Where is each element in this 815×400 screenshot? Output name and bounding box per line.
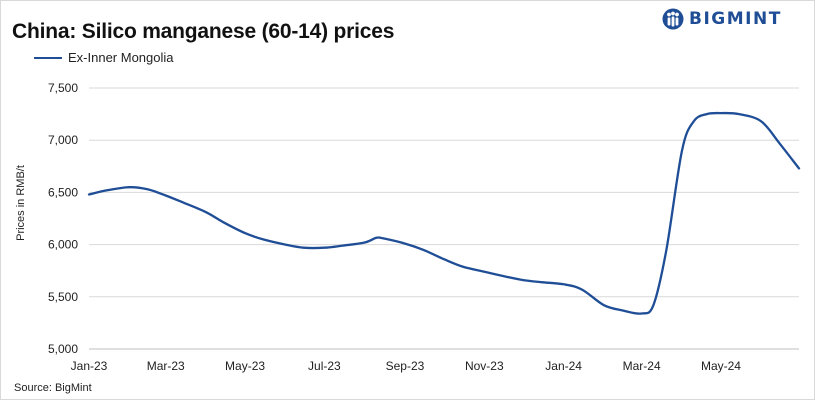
series-line-ex-inner-mongolia: [87, 111, 801, 315]
x-tick-label: Sep-23: [386, 359, 425, 373]
x-tick-label: Jul-23: [308, 359, 341, 373]
bigmint-logo-icon: [662, 8, 684, 30]
y-tick-label: 5,500: [48, 290, 78, 304]
chart-title: China: Silico manganese (60-14) prices: [12, 20, 395, 43]
y-tick-label: 7,500: [48, 81, 78, 95]
source-note: Source: BigMint: [14, 382, 92, 394]
x-tick-label: May-23: [225, 359, 265, 373]
gridlines: [89, 87, 799, 298]
y-tick-label: 5,000: [48, 342, 78, 356]
y-tick-label: 6,500: [48, 185, 78, 199]
x-tick-label: Mar-24: [623, 359, 661, 373]
x-tick-label: Jan-23: [71, 359, 108, 373]
x-tick-label: Jan-24: [545, 359, 582, 373]
x-tick-label: Mar-23: [147, 359, 185, 373]
legend-label: Ex-Inner Mongolia: [68, 50, 174, 65]
y-tick-label: 7,000: [48, 133, 78, 147]
x-tick-label: Nov-23: [465, 359, 504, 373]
x-axis-ticks: Jan-23 Mar-23 May-23 Jul-23 Sep-23 Nov-23 Jan-…: [71, 359, 742, 373]
y-axis-ticks: 5,000 5,500 6,000 6,500 7,000 7,500: [48, 81, 78, 356]
legend-swatch: [34, 56, 62, 59]
y-axis-label: Prices in RMB/t: [15, 165, 27, 241]
legend: Ex-Inner Mongolia: [34, 50, 174, 65]
brand-name: BIGMINT: [689, 9, 782, 29]
brand-logo: BIGMINT: [662, 8, 782, 30]
y-tick-label: 6,000: [48, 238, 78, 252]
x-tick-label: May-24: [701, 359, 741, 373]
